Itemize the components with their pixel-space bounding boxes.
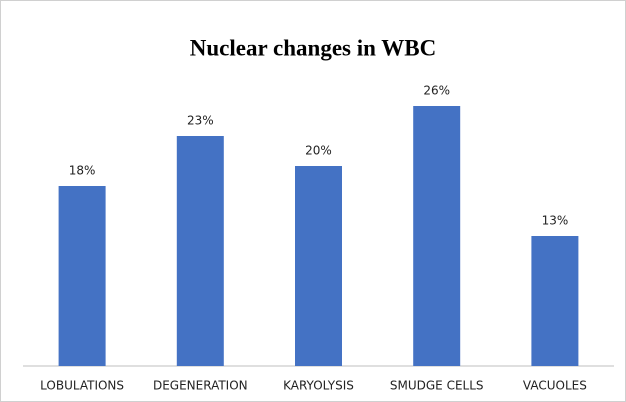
bar — [176, 136, 224, 366]
value-label: 23% — [187, 114, 214, 128]
x-tick-label: KARYOLYSIS — [283, 379, 354, 393]
x-tick-label: LOBULATIONS — [40, 379, 124, 393]
x-tick-label: VACUOLES — [523, 379, 587, 393]
bar — [58, 186, 106, 366]
bar — [413, 106, 461, 366]
value-label: 13% — [542, 214, 569, 228]
value-label: 20% — [305, 144, 332, 158]
value-label: 26% — [423, 84, 450, 98]
x-tick-label: DEGENERATION — [153, 379, 248, 393]
x-tick-label: SMUDGE CELLS — [390, 379, 484, 393]
bar — [531, 236, 579, 366]
value-label: 18% — [69, 164, 96, 178]
chart-title: Nuclear changes in WBC — [190, 35, 436, 60]
bar — [295, 166, 342, 366]
